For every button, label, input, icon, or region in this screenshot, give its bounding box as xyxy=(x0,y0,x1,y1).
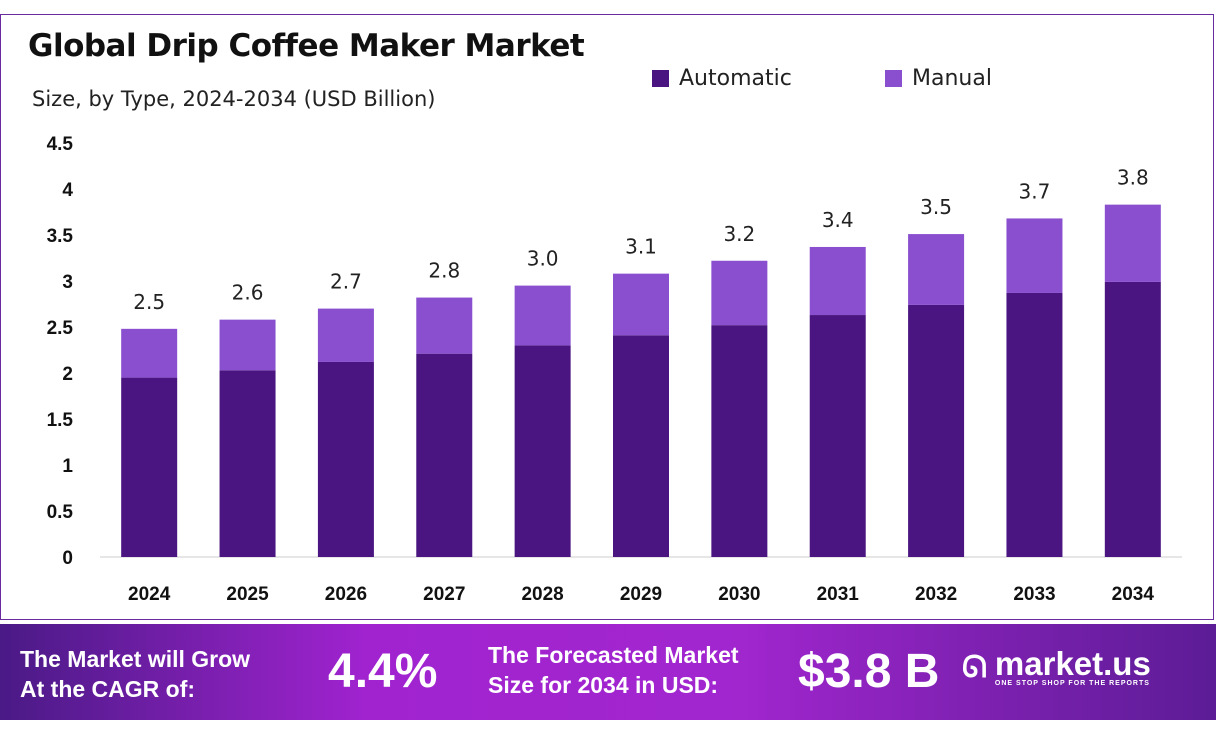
total-data-label: 3.5 xyxy=(920,195,952,219)
chart-frame xyxy=(0,14,1214,620)
bar-manual-2029 xyxy=(613,273,669,336)
y-tick-label: 3.5 xyxy=(47,226,74,247)
x-tick-label: 2025 xyxy=(226,584,269,605)
cagr-value: 4.4% xyxy=(328,645,438,698)
total-data-label: 3.7 xyxy=(1019,179,1051,203)
bar-automatic-2034 xyxy=(1104,281,1161,557)
total-data-label: 2.5 xyxy=(133,290,165,314)
bar-automatic-2032 xyxy=(908,304,965,557)
legend-label: Manual xyxy=(912,66,992,91)
legend-swatch xyxy=(652,70,669,87)
chart-title: Global Drip Coffee Maker Market xyxy=(28,28,585,64)
bar-automatic-2026 xyxy=(317,361,374,557)
forecast-label-line2: Size for 2034 in USD: xyxy=(488,672,719,698)
logo-name: market.us xyxy=(994,645,1151,682)
bar-automatic-2024 xyxy=(121,377,178,557)
x-tick-label: 2028 xyxy=(521,584,563,605)
total-data-label: 3.0 xyxy=(527,247,559,271)
legend-item-automatic: Automatic xyxy=(652,66,792,91)
bar-manual-2025 xyxy=(219,319,276,371)
bar-manual-2026 xyxy=(317,308,374,362)
bar-manual-2030 xyxy=(711,260,768,326)
y-tick-label: 2.5 xyxy=(47,318,74,339)
cagr-label-line1: The Market will Grow xyxy=(20,646,251,672)
bar-automatic-2029 xyxy=(613,335,669,557)
bar-manual-2024 xyxy=(121,328,178,378)
logo-icon: ᘏ xyxy=(962,650,987,684)
plot-area: 0 0.5 1 1.5 2 2.5 3 3.5 4 4.5 2.5 2024 2.6 2025 2.7 202… xyxy=(47,134,1182,605)
total-data-label: 3.2 xyxy=(723,222,755,246)
bar-manual-2033 xyxy=(1006,218,1063,293)
total-data-label: 3.1 xyxy=(625,235,657,259)
y-tick-label: 1 xyxy=(62,456,73,477)
logo-tagline: ONE STOP SHOP FOR THE REPORTS xyxy=(994,680,1150,687)
x-tick-label: 2024 xyxy=(128,584,171,605)
bar-automatic-2028 xyxy=(514,345,571,557)
x-tick-label: 2032 xyxy=(915,584,957,605)
forecast-label-line1: The Forecasted Market xyxy=(488,642,739,668)
bar-manual-2034 xyxy=(1104,204,1161,282)
bar-manual-2027 xyxy=(416,297,473,354)
y-tick-label: 3 xyxy=(62,272,73,293)
x-tick-label: 2030 xyxy=(718,584,760,605)
bar-manual-2028 xyxy=(514,285,571,346)
y-tick-label: 4.5 xyxy=(47,134,74,155)
y-tick-label: 4 xyxy=(62,180,73,201)
bar-automatic-2025 xyxy=(219,370,276,557)
y-tick-label: 0 xyxy=(62,548,73,569)
x-tick-label: 2034 xyxy=(1112,584,1155,605)
x-tick-label: 2029 xyxy=(620,584,662,605)
legend-item-manual: Manual xyxy=(885,66,992,91)
market-us-logo: ᘏ market.us ONE STOP SHOP FOR THE REPORT… xyxy=(962,645,1151,687)
summary-banner: The Market will Grow At the CAGR of: 4.4… xyxy=(0,624,1216,720)
x-tick-label: 2033 xyxy=(1013,584,1055,605)
bar-automatic-2031 xyxy=(809,315,866,557)
total-data-label: 2.8 xyxy=(428,259,460,283)
forecast-value: $3.8 B xyxy=(798,645,940,698)
legend-label: Automatic xyxy=(679,66,792,91)
bar-automatic-2030 xyxy=(711,325,768,557)
y-tick-label: 0.5 xyxy=(47,502,74,523)
cagr-label-line2: At the CAGR of: xyxy=(20,676,196,702)
y-tick-label: 2 xyxy=(62,364,73,385)
bar-manual-2032 xyxy=(908,234,965,305)
legend-swatch xyxy=(885,70,902,87)
chart-subtitle: Size, by Type, 2024-2034 (USD Billion) xyxy=(32,87,436,111)
total-data-label: 3.8 xyxy=(1117,166,1149,190)
total-data-label: 2.7 xyxy=(330,270,362,294)
bar-manual-2031 xyxy=(809,246,866,316)
x-tick-label: 2026 xyxy=(325,584,367,605)
x-tick-label: 2027 xyxy=(423,584,465,605)
bar-automatic-2033 xyxy=(1006,292,1063,557)
total-data-label: 3.4 xyxy=(822,208,854,232)
total-data-label: 2.6 xyxy=(232,281,264,305)
bar-automatic-2027 xyxy=(416,353,473,557)
x-tick-label: 2031 xyxy=(817,584,860,605)
y-tick-label: 1.5 xyxy=(47,410,74,431)
